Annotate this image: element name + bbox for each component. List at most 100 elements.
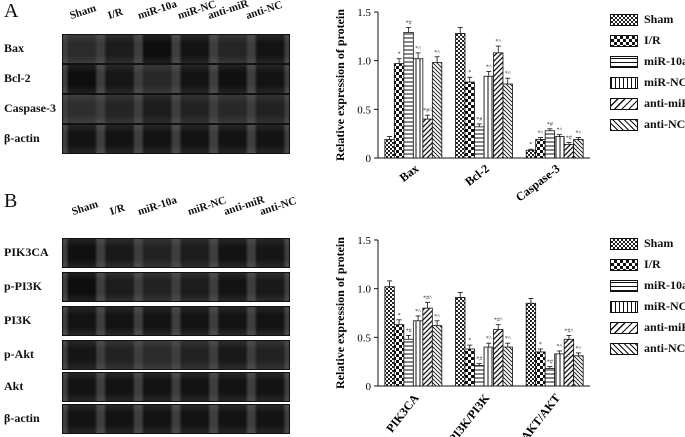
legend-label: miR-NC: [644, 299, 685, 313]
significance-mark: *#^: [423, 295, 432, 301]
lane-label-b: miR-10a: [136, 194, 179, 218]
bar: [455, 297, 466, 387]
bar: [544, 368, 556, 387]
blot-row-label: Akt: [4, 379, 24, 393]
lane-label-a: anti-NC: [244, 0, 285, 22]
legend-swatch: [610, 119, 638, 131]
significance-mark: *: [468, 338, 471, 344]
x-category-label: PIK3CA: [383, 391, 422, 435]
bar: [502, 346, 513, 387]
significance-mark: *^: [415, 46, 421, 52]
blot-strip: [62, 372, 290, 402]
y-tick-label: 0.5: [357, 332, 371, 344]
bar: [384, 286, 395, 387]
y-axis-label: Relative expression of protein: [333, 9, 347, 161]
significance-mark: *#: [547, 360, 553, 366]
significance-mark: *^: [486, 336, 492, 342]
bar: [393, 63, 405, 159]
blot-strip: [62, 94, 290, 124]
bar-chart-b: 0 0.5 1.0 1.5 Relative expression of protein…: [333, 235, 590, 437]
y-tick-label: 1.0: [357, 56, 371, 68]
blot-strip: [62, 340, 290, 370]
blot-strip: [62, 64, 290, 94]
bar: [573, 355, 584, 387]
blot-row-label: Bcl-2: [4, 71, 31, 85]
significance-mark: *^: [557, 344, 563, 350]
legend-label: anti-NC: [644, 117, 685, 131]
y-tick-label: 0: [366, 381, 372, 393]
significance-mark: *: [539, 342, 542, 348]
blot-row-label: p-Akt: [4, 347, 35, 361]
bar: [493, 52, 504, 159]
y-tick-label: 1.0: [357, 284, 371, 296]
legend-label: miR-NC: [644, 75, 685, 89]
significance-mark: *^: [415, 309, 421, 315]
significance-mark: *^: [486, 64, 492, 70]
lane-label-a: miR-10a: [136, 0, 179, 22]
significance-mark: *#: [547, 122, 553, 128]
bar: [403, 32, 414, 159]
legend-swatch: [610, 238, 638, 250]
blot-row-label: p-PI3K: [4, 279, 43, 293]
blot-strip: [62, 124, 290, 154]
significance-mark: *^: [576, 131, 582, 137]
significance-mark: *: [398, 52, 401, 58]
bar: [474, 365, 485, 387]
bar: [403, 338, 414, 387]
bar: [483, 346, 494, 387]
bar: [412, 58, 424, 159]
bar: [535, 139, 546, 159]
legend-label: miR-10a: [644, 278, 685, 292]
significance-mark: *#^: [423, 108, 432, 114]
bar: [384, 139, 395, 159]
legend-label: Sham: [644, 12, 674, 26]
bar: [563, 143, 575, 159]
significance-mark: *#: [406, 328, 412, 334]
bar: [393, 324, 405, 387]
bar: [422, 118, 433, 159]
blot-row-label: PIK3CA: [4, 245, 49, 259]
legend-label: Sham: [644, 236, 674, 250]
x-category-label: p-PI3K/PI3K: [439, 391, 493, 437]
panel-letter-b: B: [4, 190, 18, 212]
blot-row-label: β-actin: [4, 131, 40, 145]
bar: [455, 33, 466, 159]
bar: [544, 130, 556, 159]
significance-mark: *^: [505, 336, 511, 342]
significance-mark: *^: [557, 128, 563, 134]
bar: [474, 126, 485, 159]
lane-label-b: Sham: [70, 198, 100, 218]
significance-mark: *#^: [494, 318, 503, 324]
blot-strip: [62, 272, 290, 302]
legend-swatch: [610, 56, 638, 68]
significance-mark: *#: [476, 357, 482, 363]
significance-mark: *#^: [565, 328, 574, 334]
blot-strip: [62, 34, 290, 64]
legend-label: miR-10a: [644, 54, 685, 68]
blot-strip: [62, 404, 290, 434]
significance-mark: *#: [406, 21, 412, 27]
y-tick-label: 0.5: [357, 104, 371, 116]
blot-row-label: Caspase-3: [4, 101, 57, 115]
legend-swatch: [610, 35, 638, 47]
bar: [483, 75, 494, 159]
bar: [563, 338, 575, 387]
blot-row-label: PI3K: [4, 313, 32, 327]
significance-mark: *#: [476, 117, 482, 123]
legend-swatch: [610, 301, 638, 313]
bar: [464, 81, 475, 159]
blot-row-label: β-actin: [4, 411, 40, 425]
x-category-label: Bax: [397, 161, 421, 184]
bar: [412, 320, 424, 387]
significance-mark: *^: [434, 314, 440, 320]
bar: [422, 307, 433, 387]
bar: [525, 302, 537, 387]
lane-label-b: I/R: [108, 201, 127, 218]
x-category-label: Bcl-2: [462, 161, 492, 188]
bar: [554, 353, 565, 387]
legend-swatch: [610, 98, 638, 110]
bar: [573, 139, 584, 159]
y-tick-label: 0: [366, 153, 372, 165]
bar: [525, 149, 537, 159]
legend-label: anti-miR: [644, 320, 685, 334]
